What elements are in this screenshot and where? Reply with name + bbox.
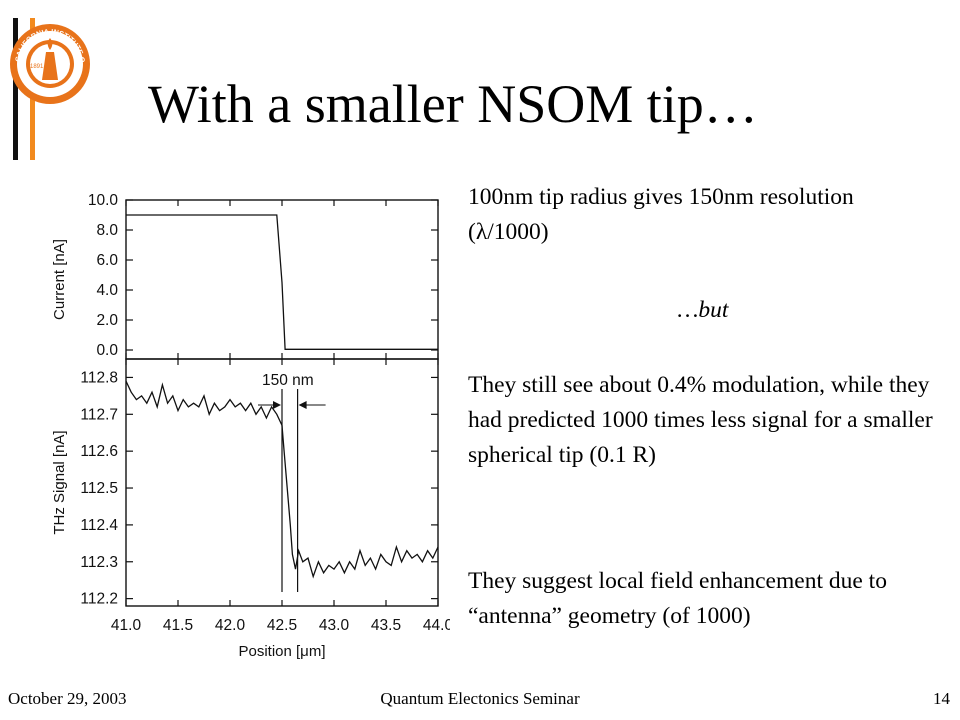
footer-seminar: Quantum Electonics Seminar bbox=[380, 689, 580, 708]
current-series-line bbox=[126, 214, 438, 350]
current-ytick-label: 0.0 bbox=[96, 342, 118, 359]
thz-xtick-label: 43.0 bbox=[319, 617, 350, 634]
thz-ytick-label: 112.3 bbox=[80, 554, 118, 571]
thz-ylabel: THz Signal [nA] bbox=[51, 430, 68, 534]
thz-xlabel: Position [μm] bbox=[238, 643, 325, 660]
thz-xtick-label: 42.0 bbox=[215, 617, 246, 634]
caltech-seal-logo: CALIFORNIA INSTITUTE OF TECHNOLOGY 1891 bbox=[6, 12, 90, 104]
thz-signal-subplot: 112.8 112.7 112.6 112.5 112.4 112.3 112.2 THz S… bbox=[51, 358, 450, 660]
current-ytick-label: 6.0 bbox=[96, 252, 118, 269]
current-ytick-label: 10.0 bbox=[88, 192, 119, 209]
thz-ytick-label: 112.8 bbox=[80, 369, 118, 386]
paragraph-modulation: They still see about 0.4% modulation, wh… bbox=[468, 372, 933, 468]
arrow-right-head bbox=[298, 401, 307, 409]
current-ylabel: Current [nA] bbox=[51, 239, 68, 320]
thz-xtick-label: 42.5 bbox=[267, 617, 297, 634]
current-ytick-label: 8.0 bbox=[96, 222, 118, 239]
thz-xtick-label: 41.5 bbox=[163, 617, 193, 634]
logo-year: 1891 bbox=[30, 64, 44, 70]
footer-date: October 29, 2003 bbox=[8, 689, 127, 708]
current-ytick-label: 4.0 bbox=[96, 282, 118, 299]
arrow-left-head bbox=[273, 401, 281, 409]
current-ytick-label: 2.0 bbox=[96, 312, 118, 329]
thz-ytick-label: 112.7 bbox=[80, 406, 118, 423]
paragraph-antenna: They suggest local field enhancement due… bbox=[468, 568, 887, 629]
paragraph-but: …but bbox=[677, 297, 729, 323]
thz-xtick-label: 41.0 bbox=[111, 617, 142, 634]
thz-xtick-label: 44.0 bbox=[423, 617, 450, 634]
thz-series-line bbox=[125, 380, 439, 579]
thz-ytick-label: 112.5 bbox=[80, 480, 118, 497]
thz-xtick-label: 43.5 bbox=[371, 617, 401, 634]
current-subplot: 10.0 8.0 6.0 4.0 2.0 0.0 Current [nA] bbox=[51, 192, 439, 360]
resolution-annotation: 150 nm bbox=[262, 372, 314, 389]
logo-bar-dark bbox=[13, 18, 18, 160]
thz-ytick-label: 112.4 bbox=[80, 517, 118, 534]
slide-title: With a smaller NSOM tip… bbox=[148, 74, 758, 134]
thz-ytick-label: 112.2 bbox=[80, 591, 118, 608]
thz-ytick-label: 112.6 bbox=[80, 443, 118, 460]
paragraph-resolution: 100nm tip radius gives 150nm resolution … bbox=[468, 184, 854, 245]
footer-page-number: 14 bbox=[933, 689, 950, 708]
